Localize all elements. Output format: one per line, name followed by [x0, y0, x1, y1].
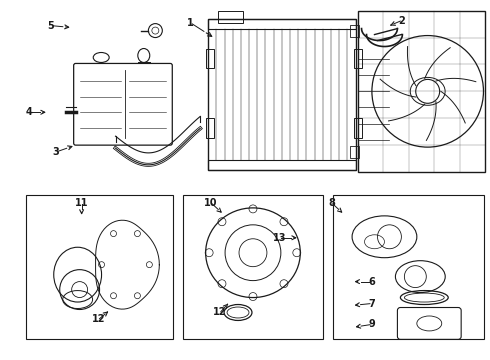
Text: 2: 2	[398, 15, 405, 26]
Text: 13: 13	[273, 233, 287, 243]
Text: 8: 8	[328, 198, 335, 208]
Text: 7: 7	[368, 298, 375, 309]
Bar	[354, 118, 362, 138]
Bar	[26, 195, 173, 339]
Text: 10: 10	[204, 198, 218, 208]
Text: 1: 1	[187, 18, 194, 28]
Text: 5: 5	[48, 21, 54, 31]
Bar	[349, 146, 359, 158]
Text: 11: 11	[75, 198, 88, 208]
Text: 6: 6	[368, 276, 375, 287]
Text: 12: 12	[213, 307, 227, 318]
Bar	[206, 118, 214, 138]
Text: 4: 4	[25, 107, 32, 117]
Bar	[218, 11, 243, 23]
Text: 3: 3	[52, 147, 59, 157]
Bar	[208, 19, 356, 170]
Bar	[206, 49, 214, 68]
Bar	[183, 195, 323, 339]
Bar	[358, 11, 485, 172]
Bar	[208, 160, 356, 170]
Bar	[349, 24, 359, 37]
Bar	[208, 19, 356, 28]
Text: 12: 12	[92, 314, 105, 324]
Bar	[354, 49, 362, 68]
Text: 9: 9	[368, 319, 375, 329]
Bar	[333, 195, 484, 339]
